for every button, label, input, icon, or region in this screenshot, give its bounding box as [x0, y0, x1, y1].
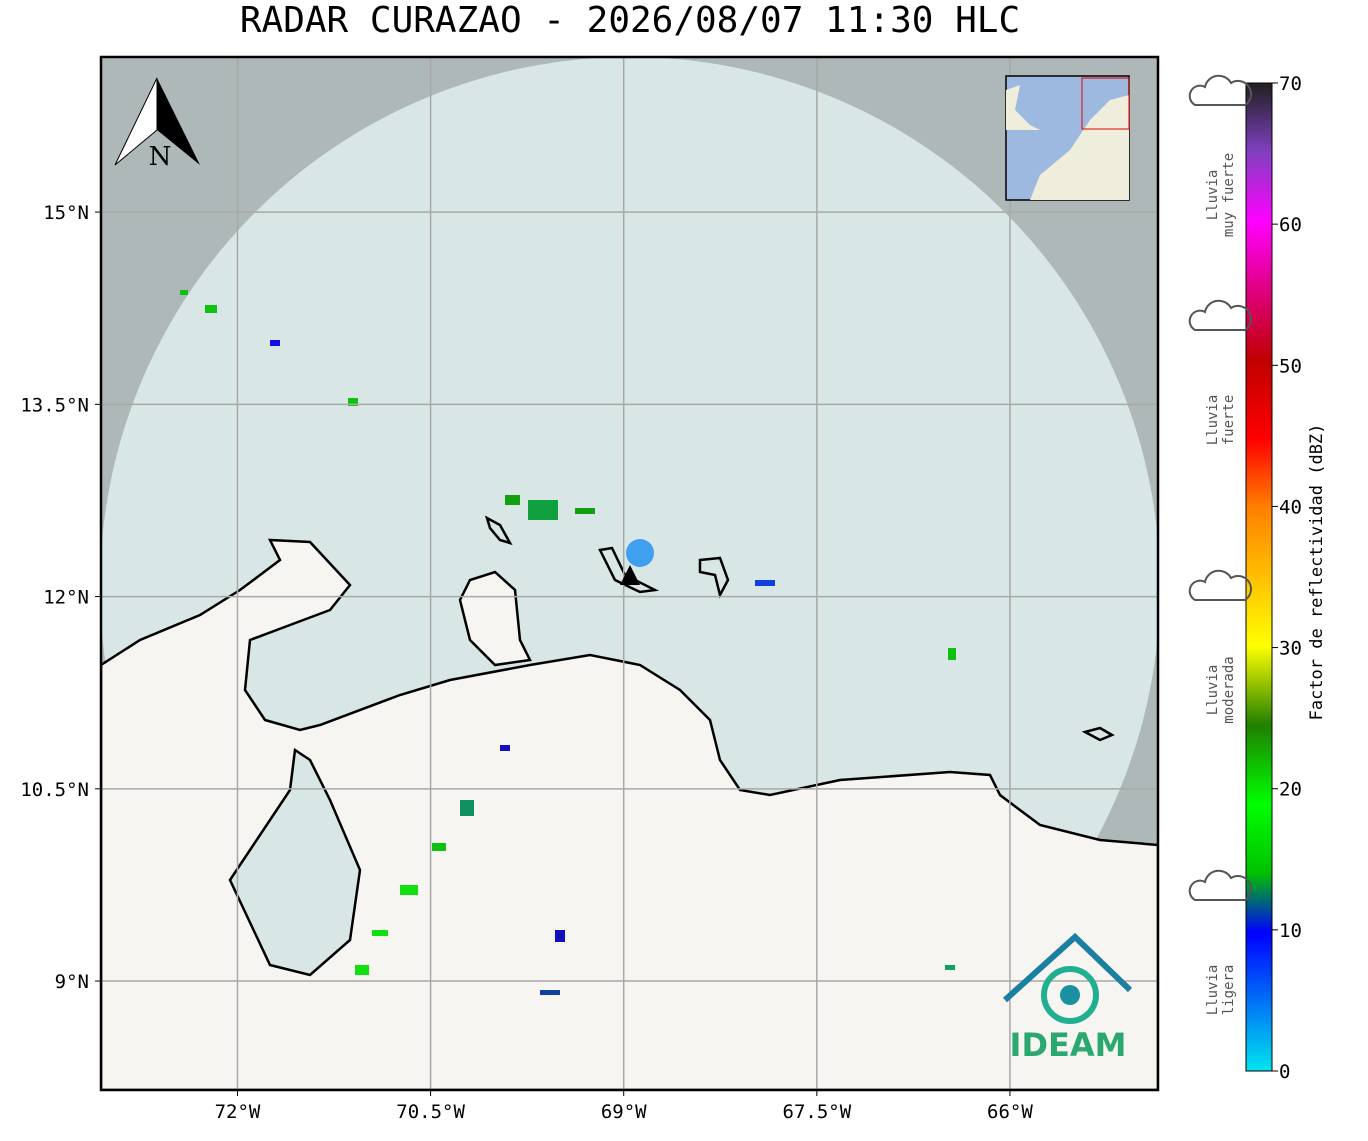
colorbar-label: Factor de reflectividad (dBZ): [1307, 424, 1327, 721]
x-tick-label: 70.5°W: [396, 1101, 465, 1123]
colorbar-tick-label: 0: [1279, 1061, 1290, 1083]
radar-echoes: [180, 290, 956, 995]
colorbar-tick-label: 60: [1279, 214, 1302, 236]
y-tick-label: 15°N: [43, 202, 89, 224]
x-tick-label: 66°W: [987, 1101, 1033, 1123]
legend-label: Lluvia: [1205, 170, 1221, 221]
rain-icon: [1188, 569, 1252, 601]
x-tick-label: 69°W: [601, 1101, 647, 1123]
colorbar-tick-label: 10: [1279, 920, 1302, 942]
x-tick-label: 67.5°W: [783, 1101, 852, 1123]
colorbar-tick-label: 30: [1279, 638, 1302, 660]
y-tick-label: 10.5°N: [20, 779, 89, 801]
legend-label: ligera: [1221, 965, 1237, 1016]
colorbar-tick-label: 40: [1279, 496, 1302, 518]
colorbar-tick-label: 20: [1279, 779, 1302, 801]
y-tick-label: 12°N: [43, 587, 89, 609]
x-tick-label: 72°W: [215, 1101, 261, 1123]
y-tick-label: 13.5°N: [20, 394, 89, 416]
north-label: N: [149, 142, 172, 172]
title: RADAR CURAZAO - 2026/08/07 11:30 HLC: [240, 0, 1020, 41]
legend-label: moderada: [1221, 656, 1237, 723]
rain-icon: [1188, 74, 1252, 106]
legend-label: Lluvia: [1205, 665, 1221, 716]
logo: IDEAM: [1002, 932, 1133, 1064]
logo-text: IDEAM: [1010, 1026, 1127, 1064]
colorbar: [1245, 82, 1273, 1072]
legend-label: fuerte: [1221, 395, 1237, 446]
legend-label: Lluvia: [1205, 965, 1221, 1016]
inset-map: [1005, 75, 1130, 201]
legend-label: muy fuerte: [1221, 153, 1237, 237]
colorbar-tick-label: 70: [1279, 73, 1302, 95]
rain-icon: [1188, 869, 1252, 901]
map-area: [101, 57, 1158, 1090]
legend-label: Lluvia: [1205, 395, 1221, 446]
north-arrow: N: [114, 77, 200, 172]
y-tick-label: 9°N: [55, 971, 89, 993]
colorbar-tick-label: 50: [1279, 355, 1302, 377]
rain-icon: [1188, 299, 1252, 331]
